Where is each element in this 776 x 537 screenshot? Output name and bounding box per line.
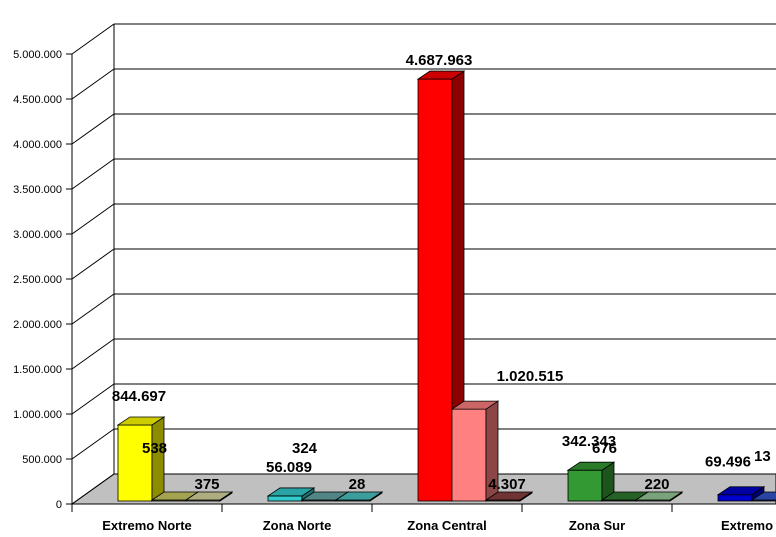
y-tick-label: 5.000.000 [13,49,62,61]
bar-top [334,491,384,501]
bar-top [750,491,776,501]
bar-top [450,400,500,410]
data-label: 324 [292,440,318,457]
bar-front [451,408,487,502]
y-tick-label: 4.500.000 [13,94,62,106]
data-label: 342.343 [562,433,616,450]
bar-front [417,78,453,502]
y-tick-label: 2.000.000 [13,319,62,331]
gridline-diagonal [71,293,115,325]
bar [716,485,766,502]
x-tick-label: Extremo Norte [102,518,192,533]
bar-top [716,486,766,496]
data-label: 69.496 [705,454,751,471]
data-label: 220 [644,476,669,493]
bar [416,70,466,502]
data-label: 4.687.963 [406,52,473,69]
bar [334,491,384,502]
data-label: 56.089 [266,459,312,476]
gridline-diagonal [71,338,115,370]
data-label: 28 [349,476,366,493]
data-label: 844.697 [112,388,166,405]
data-label: 676 [592,440,617,457]
bar-top [634,491,684,501]
gridline-diagonal [71,203,115,235]
data-label: 538 [142,440,167,457]
bar-front [567,469,603,502]
gridline-diagonal [71,113,115,145]
gridline-diagonal [71,68,115,100]
y-tick-label: 2.500.000 [13,274,62,286]
bar [634,491,684,502]
data-labels: 844.697 538 375 56.089 324 28 4.687.963 1.020.5… [112,52,771,493]
bar-side [151,416,165,502]
data-label: 375 [194,476,219,493]
y-tick-label: 3.000.000 [13,229,62,241]
x-tick-label: Extremo [721,518,773,533]
data-label: 13 [754,448,771,465]
gridline-diagonal [71,158,115,190]
bar-top [116,416,166,426]
bar-top [484,491,534,501]
gridline-diagonal [71,383,115,415]
bar [116,416,166,502]
data-label: 1.020.515 [497,368,564,385]
y-tick-label: 0 [56,499,62,511]
y-tick-label: 3.500.000 [13,184,62,196]
gridline-diagonal [71,248,115,280]
y-tick-label: 500.000 [22,454,62,466]
y-tick-label: 4.000.000 [13,139,62,151]
x-tick-label: Zona Sur [569,518,625,533]
x-tick-label: Zona Central [407,518,486,533]
bar [566,461,616,502]
bar-top [416,70,466,80]
y-axis: 0 500.000 1.000.000 1.500.000 2.000.000 2.500… [13,24,776,512]
x-axis: Extremo Norte Zona Norte Zona Central Zona … [71,504,773,533]
bar-front [267,495,303,502]
gridline-diagonal [71,428,115,460]
gridline-diagonal [71,473,115,505]
bars [116,70,776,502]
y-tick-label: 1.500.000 [13,364,62,376]
y-tick-label: 1.000.000 [13,409,62,421]
bar-front [117,424,153,502]
bar-top [266,487,316,497]
bar [184,491,234,502]
gridline-diagonal [71,23,115,55]
bar-front [717,494,753,502]
bar [484,491,534,502]
bar [750,491,776,502]
x-tick-label: Zona Norte [263,518,332,533]
bar-top [566,461,616,471]
bar-top [184,491,234,501]
bar [450,400,500,502]
data-label: 4.307 [488,476,526,493]
